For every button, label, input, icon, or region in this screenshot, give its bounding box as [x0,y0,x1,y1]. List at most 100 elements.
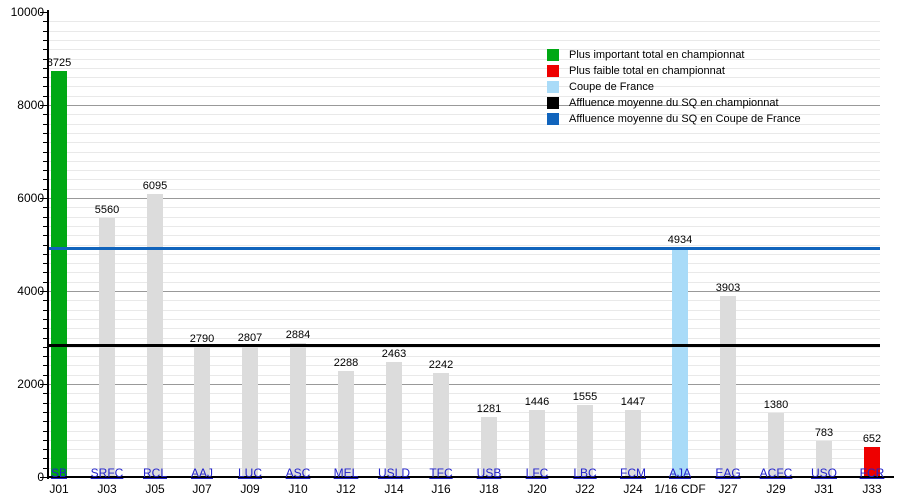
matchday-label: J01 [49,482,69,496]
y-axis-tick [43,356,48,357]
bar-value-label: 4934 [667,234,693,246]
y-axis-tick [43,133,48,134]
matchday-label: J12 [336,482,356,496]
chart-legend: Plus important total en championnat Plus … [547,47,801,127]
bar-value-label: 2288 [333,357,359,369]
legend-row: Affluence moyenne du SQ en championnat [547,95,801,111]
gridline-minor [48,49,880,50]
gridline-minor [48,245,880,246]
matchday-label: J16 [431,482,451,496]
opponent-link-uso[interactable]: USO [810,466,837,480]
legend-row: Affluence moyenne du SQ en Coupe de Fran… [547,111,801,127]
opponent-link-aja[interactable]: AJA [668,466,691,480]
bar-J10 [290,343,306,477]
matchday-label: J14 [384,482,404,496]
gridline-minor [48,365,880,366]
gridline-minor [48,458,880,459]
bar-J18 [481,417,497,477]
y-axis-tick [43,179,48,180]
gridline-minor [48,235,880,236]
y-axis-tick [43,412,48,413]
y-axis-tick [43,217,48,218]
y-axis-tick [43,431,48,432]
y-axis-tick [43,300,48,301]
y-axis-tick [40,477,48,478]
bar-J12 [338,371,354,477]
matchday-label: J18 [479,482,499,496]
bar-value-label: 652 [862,433,882,445]
bar-J27 [720,296,736,477]
gridline-major [48,384,880,385]
opponent-link-acfc[interactable]: ACFC [759,466,793,480]
opponent-link-lbc[interactable]: LBC [573,466,597,480]
y-axis-label: 6000 [17,191,44,205]
matchday-label: J31 [814,482,834,496]
legend-swatch [547,49,559,61]
gridline-minor [48,21,880,22]
opponent-link-aaj[interactable]: AAJ [190,466,213,480]
gridline-minor [48,375,880,376]
opponent-link-rcl[interactable]: RCL [142,466,167,480]
y-axis-tick [43,310,48,311]
opponent-link-srfc[interactable]: SRFC [90,466,124,480]
bar-value-label: 1380 [763,399,789,411]
gridline-minor [48,189,880,190]
opponent-link-fcr[interactable]: FCR [859,466,885,480]
opponent-link-mel[interactable]: MEL [333,466,359,480]
bar-J24 [625,410,641,477]
gridline-minor [48,431,880,432]
legend-label: Affluence moyenne du SQ en Coupe de Fran… [569,113,801,125]
matchday-label: J03 [97,482,117,496]
bar-value-label: 2807 [237,332,263,344]
y-axis-tick [43,440,48,441]
y-axis-tick [43,338,48,339]
gridline-minor [48,300,880,301]
y-axis-tick [43,77,48,78]
bar-J31 [816,441,832,477]
bar-value-label: 1555 [572,391,598,403]
bar-value-label: 2790 [189,333,215,345]
y-axis-tick [43,124,48,125]
opponent-link-sb[interactable]: SB [50,466,67,480]
gridline-minor [48,179,880,180]
gridline-minor [48,421,880,422]
y-axis-tick [43,449,48,450]
opponent-link-tfc[interactable]: TFC [429,466,453,480]
y-axis-tick [43,161,48,162]
matchday-label: J33 [862,482,882,496]
gridline-minor [48,142,880,143]
bar-value-label: 8725 [46,57,72,69]
y-axis-tick [43,468,48,469]
y-axis-tick [40,198,48,199]
opponent-link-eag[interactable]: EAG [715,466,741,480]
opponent-link-luc[interactable]: LUC [237,466,262,480]
y-axis-tick [43,393,48,394]
y-axis-tick [43,189,48,190]
y-axis-tick [43,21,48,22]
avg-league-line [48,344,880,347]
y-axis-tick [43,458,48,459]
gridline-minor [48,440,880,441]
y-axis-tick [43,347,48,348]
matchday-label: 1/16 CDF [654,482,706,496]
bar-value-label: 6095 [142,180,168,192]
y-axis-tick [43,319,48,320]
matchday-label: J10 [288,482,308,496]
bar-value-label: 1281 [476,403,502,415]
y-axis-tick [40,12,48,13]
bar-value-label: 1447 [620,396,646,408]
opponent-link-lfc[interactable]: LFC [525,466,549,480]
opponent-link-usb[interactable]: USB [476,466,502,480]
opponent-link-fcm[interactable]: FCM [620,466,646,480]
y-axis-tick [43,421,48,422]
gridline-minor [48,226,880,227]
matchday-label: J29 [766,482,786,496]
gridline-minor [48,217,880,218]
opponent-link-usld[interactable]: USLD [377,466,410,480]
gridline-major [48,105,880,106]
gridline-minor [48,31,880,32]
opponent-link-asc[interactable]: ASC [285,466,311,480]
bar-value-label: 3903 [715,282,741,294]
